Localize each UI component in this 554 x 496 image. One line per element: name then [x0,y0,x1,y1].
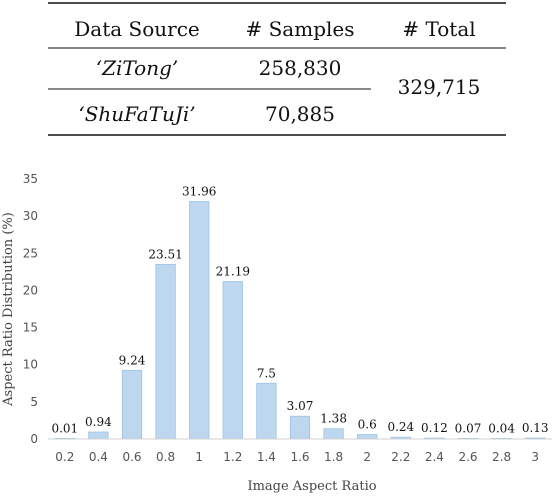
y-tick-label: 35 [23,172,38,186]
table-header-samples: # Samples [245,17,354,41]
bar-value-label: 1.38 [320,412,347,426]
bars: 0.01 0.94 9.24 23.51 31.96 21.19 7.5 3.07 1.38 0.… [51,185,549,440]
table-row-samples: 258,830 [259,56,342,80]
x-tick-label: 1.8 [324,450,343,464]
x-tick-label: 2.8 [492,450,511,464]
bar-value-label: 0.13 [522,421,549,435]
bar-value-label: 3.07 [287,399,314,413]
y-tick-label: 20 [23,283,38,297]
x-tick-label: 1.4 [257,450,276,464]
y-tick-label: 25 [23,246,38,260]
x-tick-label: 2 [363,450,371,464]
bar-value-label: 31.96 [182,185,216,199]
x-tick-label: 0.8 [156,450,175,464]
y-tick-label: 30 [23,209,38,223]
x-axis-label: Image Aspect Ratio [247,479,376,494]
bar-value-label: 0.6 [358,418,377,432]
bar-value-label: 7.5 [257,366,276,380]
x-tick-label: 1.6 [290,450,309,464]
bar-value-label: 23.51 [148,247,182,261]
bar-value-label: 0.04 [488,421,515,435]
y-tick-label: 10 [23,358,38,372]
bar-value-label: 0.07 [455,421,482,435]
bar-value-label: 9.24 [119,353,146,367]
x-tick-label: 1 [195,450,203,464]
x-tick-label: 0.2 [55,450,74,464]
bar-value-label: 21.19 [216,265,250,279]
bar-value-label: 0.12 [421,421,448,435]
bar [289,415,311,440]
x-tick-label: 2.4 [425,450,444,464]
bar-value-label: 0.24 [387,420,414,434]
table-header-source: Data Source [74,17,200,41]
bar [323,428,344,440]
summary-table: Data Source # Samples # Total ‘ZiTong’ 2… [48,2,506,136]
x-tick-label: 3 [531,450,539,464]
y-tick-label: 15 [23,321,38,335]
x-tick-label: 0.4 [89,450,108,464]
x-tick-label: 1.2 [223,450,242,464]
bar [189,201,210,440]
table-row-samples: 70,885 [265,102,335,126]
bar [88,431,109,440]
y-axis: 0 5 10 15 20 25 30 35 [23,172,38,446]
y-axis-label: Aspect Ratio Distribution (%) [1,212,16,407]
x-tick-label: 0.6 [122,450,141,464]
y-tick-label: 0 [30,432,38,446]
bar [222,281,243,440]
bar [155,263,176,440]
table-header-total: # Total [402,17,475,41]
bar-value-label: 0.94 [85,415,112,429]
x-axis: 0.2 0.4 0.6 0.8 1 1.2 1.4 1.6 1.8 2 2.2 2.4 2.6 2.8 3 [55,450,539,464]
x-tick-label: 2.6 [458,450,477,464]
y-tick-label: 5 [30,395,38,409]
x-tick-label: 2.2 [391,450,410,464]
bar [256,382,277,440]
table-row-source: ‘ShuFaTuJi’ [78,102,195,126]
table-row-source: ‘ZiTong’ [96,56,179,80]
bar [357,434,378,440]
bar [121,369,143,440]
table-total-value: 329,715 [398,75,481,99]
bar-value-label: 0.01 [51,421,78,435]
